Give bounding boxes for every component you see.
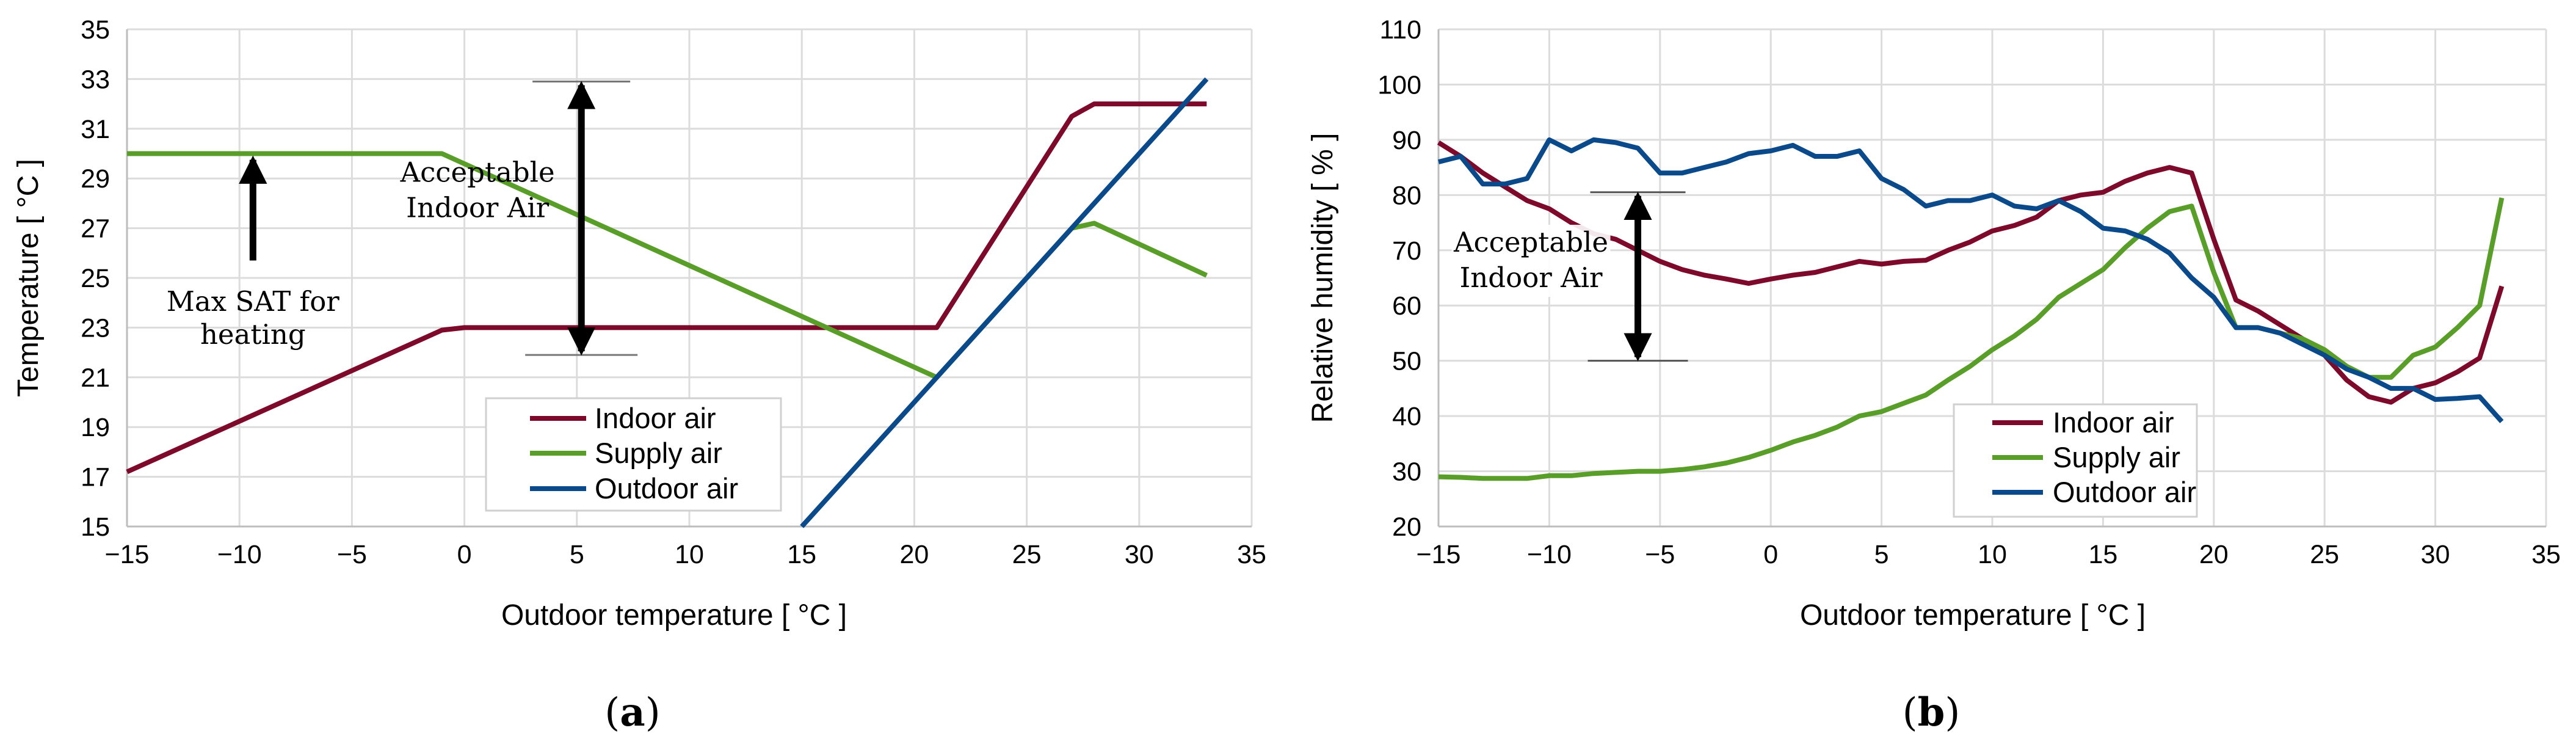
caption-b: (b) (1903, 690, 1961, 735)
axes-b (1437, 29, 2546, 528)
legend-label-supply: Supply air (595, 437, 722, 469)
x-tick-label: 20 (899, 540, 929, 569)
x-tick-label: 5 (570, 540, 584, 569)
y-tick-label: 60 (1392, 291, 1421, 321)
x-tick-labels-a: −15 −10 −5 0 5 10 15 20 25 30 35 (105, 540, 1266, 569)
panel-a: −15 −10 −5 0 5 10 15 20 25 30 35 15 17 19 21 23 25 27 29 3… (12, 15, 1266, 735)
y-tick-label: 90 (1392, 126, 1421, 155)
y-tick-label: 25 (81, 264, 110, 293)
x-tick-label: 35 (2531, 540, 2561, 569)
y-tick-label: 31 (81, 115, 110, 144)
y-tick-label: 23 (81, 313, 110, 343)
x-tick-label: 20 (2199, 540, 2229, 569)
x-tick-label: 15 (2088, 540, 2117, 569)
y-tick-label: 20 (1392, 512, 1421, 542)
annotation-line-2: Indoor Air (406, 191, 549, 224)
x-tick-label: 0 (1763, 540, 1778, 569)
series-line-outdoor (1438, 137, 2504, 423)
series-a (126, 77, 1209, 528)
y-tick-label: 100 (1377, 70, 1421, 100)
y-tick-label: 40 (1392, 402, 1421, 431)
x-tick-label: 5 (1874, 540, 1889, 569)
y-tick-label: 15 (81, 512, 110, 542)
y-tick-label: 27 (81, 214, 110, 244)
x-tick-label: −15 (105, 540, 150, 569)
x-tick-label: 0 (457, 540, 472, 569)
series-line-supply (1438, 197, 2505, 481)
legend-box (1953, 403, 2198, 518)
y-tick-label: 33 (81, 65, 110, 94)
caption-letter: a (620, 690, 645, 735)
x-tick-label: 10 (1978, 540, 2007, 569)
annotation-line-1: Acceptable (1453, 226, 1608, 258)
legend-label-supply: Supply air (2053, 441, 2180, 473)
caption-a: (a) (604, 690, 660, 735)
annotation-background (1451, 225, 1611, 297)
annotation-line-1: Acceptable (400, 156, 555, 188)
x-tick-label: 10 (675, 540, 704, 569)
x-tick-label: 35 (1237, 540, 1266, 569)
x-tick-label: −15 (1417, 540, 1461, 569)
acceptable-indoor-air-annotation: Acceptable Indoor Air (400, 80, 638, 356)
y-tick-labels-a: 15 17 19 21 23 25 27 29 31 33 35 (81, 15, 110, 542)
legend-label-outdoor: Outdoor air (2053, 476, 2196, 508)
acceptable-indoor-air-annotation: Acceptable Indoor Air (1451, 191, 1688, 362)
x-tick-label: 25 (2310, 540, 2339, 569)
legend-a: Indoor air Supply air Outdoor air (485, 397, 782, 512)
legend-label-indoor: Indoor air (2053, 406, 2174, 439)
y-tick-label: 29 (81, 164, 110, 194)
series-line-outdoor (800, 77, 1209, 528)
legend-label-outdoor: Outdoor air (595, 472, 738, 505)
x-tick-label: 30 (1125, 540, 1154, 569)
y-tick-label: 30 (1392, 457, 1421, 487)
y-axis-label: Temperature [ °C ] (12, 159, 45, 397)
series-b (1437, 137, 2505, 481)
series-line-indoor (126, 101, 1207, 475)
axes-a (126, 29, 1252, 528)
x-tick-label: 25 (1012, 540, 1042, 569)
y-tick-label: 50 (1392, 347, 1421, 376)
caption-letter: b (1918, 690, 1945, 735)
y-tick-label: 35 (81, 15, 110, 45)
annotation-line-2: Indoor Air (1460, 261, 1603, 294)
legend-b: Indoor air Supply air Outdoor air (1953, 403, 2198, 518)
y-tick-label: 110 (1379, 15, 1421, 45)
x-tick-label: −5 (1645, 540, 1675, 569)
y-tick-labels-b: 20 30 40 50 60 70 80 90 100 110 (1377, 15, 1421, 542)
annotation-line-2: heating (200, 318, 306, 351)
annotation-line-1: Max SAT for (167, 285, 340, 318)
legend-label-indoor: Indoor air (595, 402, 716, 434)
y-tick-label: 80 (1392, 181, 1421, 210)
x-tick-labels-b: −15 −10 −5 0 5 10 15 20 25 30 35 (1417, 540, 2561, 569)
y-tick-label: 19 (81, 413, 110, 442)
x-axis-label: Outdoor temperature [ °C ] (1800, 599, 2146, 632)
x-tick-label: −5 (337, 540, 367, 569)
x-tick-label: 15 (787, 540, 816, 569)
y-tick-label: 70 (1392, 236, 1421, 266)
max-sat-annotation: Max SAT for heating (167, 155, 340, 351)
panel-b: −15 −10 −5 0 5 10 15 20 25 30 35 20 30 40 50 60 70 80 90 1… (1307, 15, 2561, 735)
y-tick-label: 17 (81, 463, 110, 492)
x-tick-label: −10 (217, 540, 262, 569)
x-axis-label: Outdoor temperature [ °C ] (501, 599, 847, 632)
x-tick-label: −10 (1527, 540, 1572, 569)
y-tick-label: 21 (81, 363, 110, 393)
x-tick-label: 30 (2421, 540, 2450, 569)
y-axis-label: Relative humidity [ % ] (1307, 133, 1339, 423)
